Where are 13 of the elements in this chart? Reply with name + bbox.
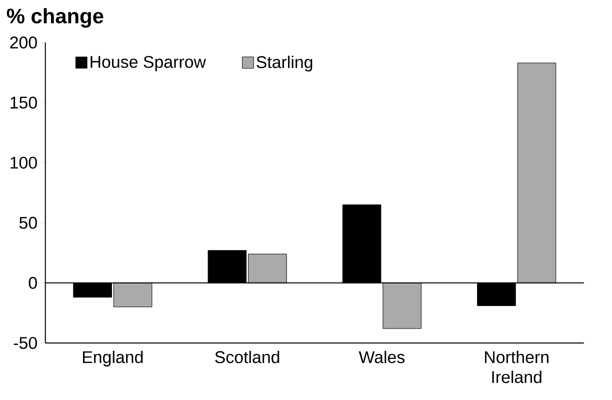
y-tick-label: 50 <box>19 216 37 229</box>
legend-label: House Sparrow <box>90 56 206 72</box>
x-tick-label: England <box>82 350 143 367</box>
y-axis-title: % change <box>6 8 104 28</box>
y-tick-label: 0 <box>28 277 37 290</box>
y-tick-label: 100 <box>10 156 37 169</box>
y-tick-label: 200 <box>10 36 37 49</box>
x-tick-label: Scotland <box>215 350 280 364</box>
x-tick-label: Wales <box>358 350 405 364</box>
legend-label: Starling <box>256 56 312 72</box>
x-tick-label: Northern Ireland <box>485 350 548 384</box>
y-tick-label: 150 <box>10 96 37 109</box>
y-tick-label: -50 <box>14 337 37 350</box>
